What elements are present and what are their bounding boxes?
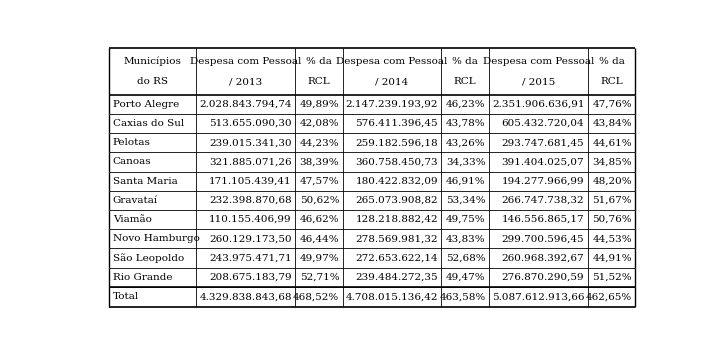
Text: 468,52%: 468,52% <box>293 292 339 302</box>
Text: 260.968.392,67: 260.968.392,67 <box>502 253 584 263</box>
Text: 52,68%: 52,68% <box>446 253 486 263</box>
Text: 44,61%: 44,61% <box>592 138 632 147</box>
Text: 44,23%: 44,23% <box>300 138 339 147</box>
Text: 2.147.239.193,92: 2.147.239.193,92 <box>346 100 438 109</box>
Text: 52,71%: 52,71% <box>300 273 339 282</box>
Text: Santa Maria: Santa Maria <box>113 177 178 186</box>
Text: 46,91%: 46,91% <box>446 177 486 186</box>
Text: 34,33%: 34,33% <box>446 158 486 166</box>
Text: Novo Hamburgo: Novo Hamburgo <box>113 234 200 243</box>
Text: 2.028.843.794,74: 2.028.843.794,74 <box>199 100 292 109</box>
Text: 605.432.720,04: 605.432.720,04 <box>502 119 584 128</box>
Text: 259.182.596,18: 259.182.596,18 <box>356 138 438 147</box>
Text: Despesa com Pessoal: Despesa com Pessoal <box>483 57 594 66</box>
Text: 265.073.908,82: 265.073.908,82 <box>356 196 438 205</box>
Text: Canoas: Canoas <box>113 158 152 166</box>
Text: 239.484.272,35: 239.484.272,35 <box>356 273 438 282</box>
Text: 513.655.090,30: 513.655.090,30 <box>209 119 292 128</box>
Text: 171.105.439,41: 171.105.439,41 <box>209 177 292 186</box>
Text: 321.885.071,26: 321.885.071,26 <box>209 158 292 166</box>
Text: 243.975.471,71: 243.975.471,71 <box>209 253 292 263</box>
Text: / 2014: / 2014 <box>375 77 409 86</box>
Text: 4.329.838.843,68: 4.329.838.843,68 <box>199 292 292 302</box>
Text: 391.404.025,07: 391.404.025,07 <box>502 158 584 166</box>
Text: Gravataí: Gravataí <box>113 196 158 205</box>
Text: 110.155.406,99: 110.155.406,99 <box>209 215 292 224</box>
Text: Rio Grande: Rio Grande <box>113 273 172 282</box>
Text: 463,58%: 463,58% <box>439 292 486 302</box>
Text: 46,62%: 46,62% <box>300 215 339 224</box>
Text: 194.277.966,99: 194.277.966,99 <box>502 177 584 186</box>
Text: 46,44%: 46,44% <box>300 234 339 243</box>
Text: 272.653.622,14: 272.653.622,14 <box>356 253 438 263</box>
Text: 266.747.738,32: 266.747.738,32 <box>502 196 584 205</box>
Text: Despesa com Pessoal: Despesa com Pessoal <box>336 57 448 66</box>
Text: 50,62%: 50,62% <box>300 196 339 205</box>
Text: 50,76%: 50,76% <box>592 215 632 224</box>
Text: 43,78%: 43,78% <box>446 119 486 128</box>
Text: Municípios: Municípios <box>123 57 182 66</box>
Text: 44,53%: 44,53% <box>592 234 632 243</box>
Text: 232.398.870,68: 232.398.870,68 <box>209 196 292 205</box>
Text: % da: % da <box>306 57 332 66</box>
Text: 208.675.183,79: 208.675.183,79 <box>209 273 292 282</box>
Text: 360.758.450,73: 360.758.450,73 <box>356 158 438 166</box>
Text: 5.087.612.913,66: 5.087.612.913,66 <box>492 292 584 302</box>
Text: 44,91%: 44,91% <box>592 253 632 263</box>
Text: 239.015.341,30: 239.015.341,30 <box>209 138 292 147</box>
Text: Porto Alegre: Porto Alegre <box>113 100 179 109</box>
Text: 38,39%: 38,39% <box>300 158 339 166</box>
Text: 51,52%: 51,52% <box>592 273 632 282</box>
Text: 46,23%: 46,23% <box>446 100 486 109</box>
Text: 49,97%: 49,97% <box>300 253 339 263</box>
Text: 462,65%: 462,65% <box>586 292 632 302</box>
Text: 2.351.906.636,91: 2.351.906.636,91 <box>492 100 584 109</box>
Text: 47,76%: 47,76% <box>592 100 632 109</box>
Text: 146.556.865,17: 146.556.865,17 <box>502 215 584 224</box>
Text: 51,67%: 51,67% <box>592 196 632 205</box>
Text: / 2013: / 2013 <box>229 77 262 86</box>
Text: 278.569.981,32: 278.569.981,32 <box>356 234 438 243</box>
Text: RCL: RCL <box>600 77 623 86</box>
Text: 576.411.396,45: 576.411.396,45 <box>356 119 438 128</box>
Text: Despesa com Pessoal: Despesa com Pessoal <box>190 57 301 66</box>
Text: 4.708.015.136,42: 4.708.015.136,42 <box>346 292 438 302</box>
Text: 299.700.596,45: 299.700.596,45 <box>502 234 584 243</box>
Text: 293.747.681,45: 293.747.681,45 <box>502 138 584 147</box>
Text: / 2015: / 2015 <box>522 77 555 86</box>
Text: Viamão: Viamão <box>113 215 152 224</box>
Text: % da: % da <box>452 57 478 66</box>
Text: 49,89%: 49,89% <box>300 100 339 109</box>
Text: 53,34%: 53,34% <box>446 196 486 205</box>
Text: Caxias do Sul: Caxias do Sul <box>113 119 184 128</box>
Text: 34,85%: 34,85% <box>592 158 632 166</box>
Text: do RS: do RS <box>137 77 168 86</box>
Text: 43,83%: 43,83% <box>446 234 486 243</box>
Text: 47,57%: 47,57% <box>300 177 339 186</box>
Text: 180.422.832,09: 180.422.832,09 <box>356 177 438 186</box>
Text: 48,20%: 48,20% <box>592 177 632 186</box>
Text: 43,84%: 43,84% <box>592 119 632 128</box>
Text: 128.218.882,42: 128.218.882,42 <box>356 215 438 224</box>
Text: 260.129.173,50: 260.129.173,50 <box>209 234 292 243</box>
Text: RCL: RCL <box>308 77 330 86</box>
Text: % da: % da <box>598 57 624 66</box>
Text: Total: Total <box>113 292 139 302</box>
Text: 43,26%: 43,26% <box>446 138 486 147</box>
Text: 49,75%: 49,75% <box>446 215 486 224</box>
Text: Pelotas: Pelotas <box>113 138 151 147</box>
Text: 49,47%: 49,47% <box>446 273 486 282</box>
Text: São Leopoldo: São Leopoldo <box>113 253 184 263</box>
Text: 276.870.290,59: 276.870.290,59 <box>502 273 584 282</box>
Text: RCL: RCL <box>454 77 476 86</box>
Text: 42,08%: 42,08% <box>300 119 339 128</box>
